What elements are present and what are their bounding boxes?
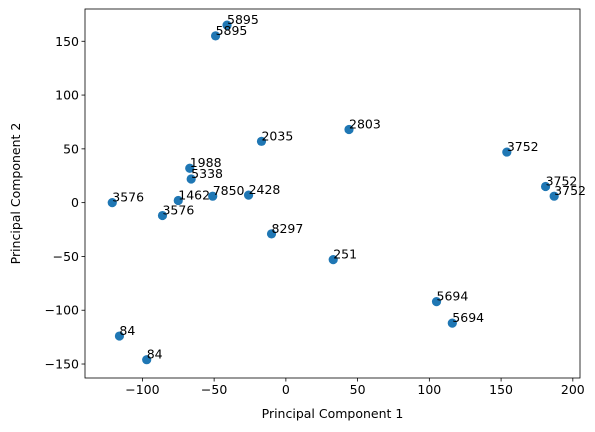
data-point bbox=[549, 191, 559, 201]
point-label: 1988 bbox=[190, 155, 222, 170]
data-point bbox=[114, 331, 125, 341]
point-label: 1462 bbox=[178, 187, 210, 202]
data-point bbox=[173, 195, 183, 206]
point-label: 8297 bbox=[272, 221, 304, 236]
x-tick-label: 150 bbox=[489, 382, 513, 397]
y-tick-label: 100 bbox=[55, 88, 79, 103]
data-point bbox=[502, 147, 512, 157]
point-label: 5895 bbox=[227, 12, 259, 27]
data-point bbox=[256, 136, 267, 146]
point-label: 251 bbox=[333, 247, 357, 262]
point-label: 3576 bbox=[112, 190, 144, 205]
y-tick-label: −100 bbox=[45, 303, 79, 318]
x-tick-label: −100 bbox=[125, 382, 159, 397]
data-point bbox=[328, 255, 338, 265]
data-point bbox=[142, 355, 152, 365]
plot-marks: 5895589520352803375219885338375237523576… bbox=[107, 12, 586, 365]
point-label: 7850 bbox=[213, 183, 245, 198]
point-label: 3752 bbox=[507, 139, 539, 154]
data-point bbox=[243, 190, 254, 200]
x-axis-ticks: −100 −50 0 50 100 150 200 bbox=[125, 378, 585, 397]
point-label: 5895 bbox=[216, 23, 248, 38]
y-tick-label: 0 bbox=[71, 195, 79, 210]
point-label: 2803 bbox=[349, 116, 381, 131]
point-label: 3752 bbox=[546, 174, 578, 189]
data-point bbox=[540, 181, 551, 192]
y-axis-ticks: −150 −100 −50 0 50 100 150 bbox=[45, 34, 85, 372]
x-tick-label: −50 bbox=[201, 382, 227, 397]
data-point bbox=[208, 191, 218, 201]
y-tick-label: 50 bbox=[63, 141, 79, 156]
plot-frame bbox=[84, 8, 581, 379]
point-label: 3752 bbox=[554, 183, 586, 198]
x-tick-label: 50 bbox=[350, 382, 366, 397]
point-label: 2428 bbox=[249, 182, 281, 197]
y-tick-label: −150 bbox=[45, 357, 79, 372]
point-label: 5694 bbox=[452, 310, 484, 325]
data-point bbox=[344, 124, 354, 135]
x-tick-label: 200 bbox=[561, 382, 585, 397]
data-point bbox=[185, 163, 195, 173]
data-point bbox=[222, 20, 232, 30]
point-label: 5338 bbox=[191, 166, 223, 181]
point-label: 5694 bbox=[437, 289, 469, 304]
point-label: 3576 bbox=[162, 203, 194, 218]
point-label: 84 bbox=[147, 347, 163, 362]
x-axis-label: Principal Component 1 bbox=[262, 406, 404, 421]
y-tick-label: 150 bbox=[55, 34, 79, 49]
data-point bbox=[186, 174, 196, 184]
x-tick-label: 100 bbox=[417, 382, 441, 397]
point-label: 2035 bbox=[261, 128, 293, 143]
y-axis-label: Principal Component 2 bbox=[8, 123, 23, 265]
point-label: 84 bbox=[119, 323, 135, 338]
y-tick-label: −50 bbox=[53, 249, 79, 264]
data-point bbox=[431, 297, 442, 307]
data-point bbox=[447, 318, 457, 328]
data-point bbox=[266, 229, 277, 239]
x-tick-label: 0 bbox=[282, 382, 290, 397]
data-point bbox=[107, 198, 117, 208]
data-point bbox=[210, 31, 221, 41]
data-point bbox=[157, 210, 168, 221]
